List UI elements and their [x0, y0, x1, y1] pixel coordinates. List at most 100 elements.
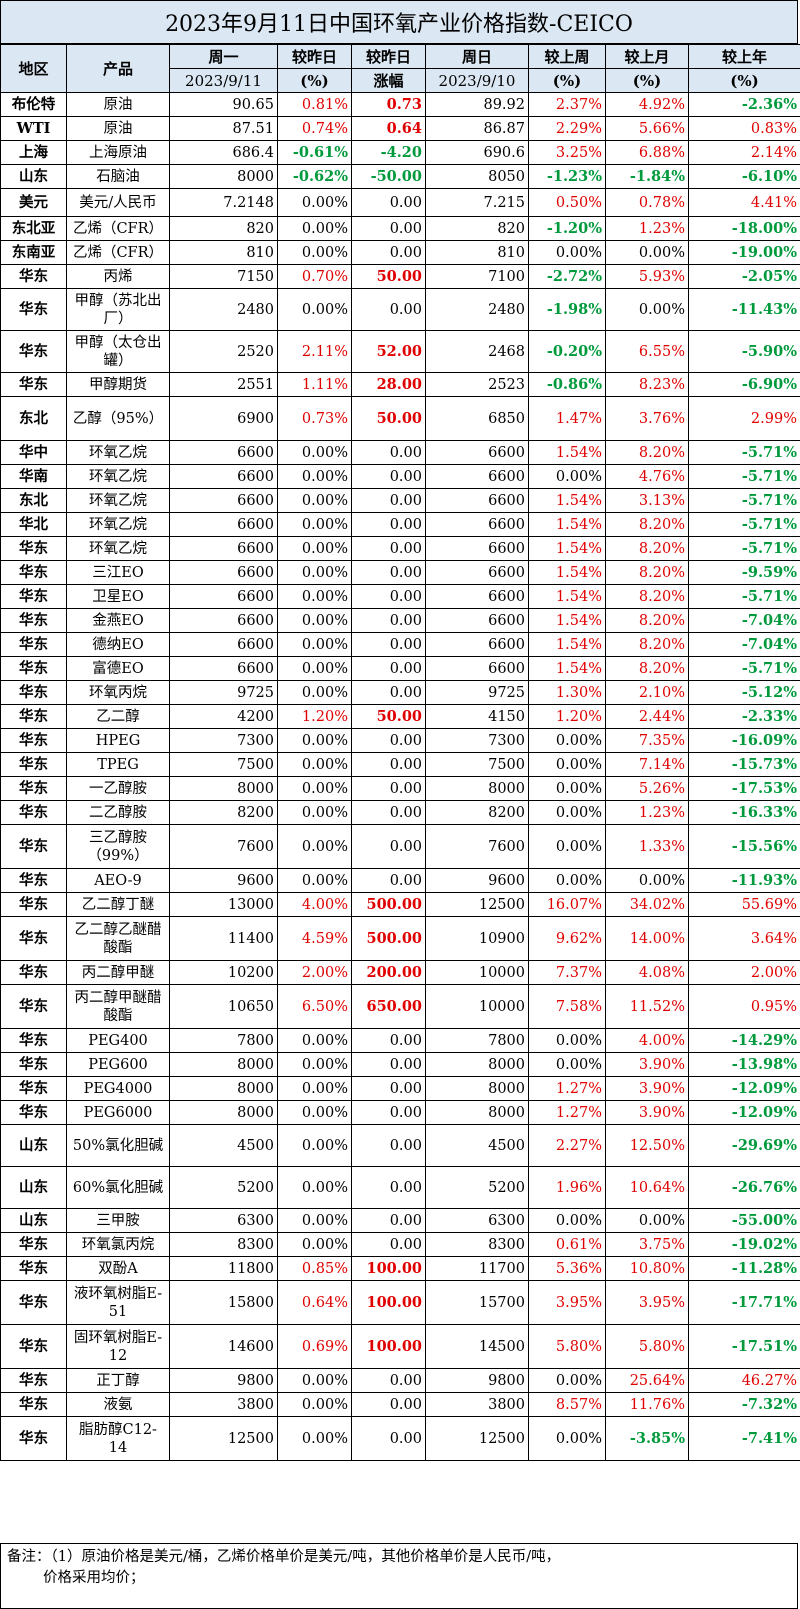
- row-change-amount: 0.00: [351, 1368, 426, 1393]
- row-month-change: 11.52%: [605, 984, 689, 1029]
- row-product: 原油: [66, 92, 170, 117]
- row-year-change: -18.00%: [688, 216, 800, 241]
- row-change-pct: 1.11%: [277, 372, 352, 397]
- header-today: 周一: [169, 44, 278, 69]
- row-change-amount: 0.00: [351, 1416, 426, 1461]
- row-prev-price: 6600: [425, 608, 529, 633]
- row-change-amount: 500.00: [351, 892, 426, 917]
- row-week-change: 5.36%: [528, 1256, 606, 1281]
- row-week-change: -1.23%: [528, 164, 606, 189]
- row-year-change: -5.12%: [688, 680, 800, 705]
- row-product: PEG400: [66, 1028, 170, 1053]
- row-change-pct: 0.00%: [277, 216, 352, 241]
- table-row: 东北 乙醇（95%） 6900 0.73% 50.00 6850 1.47% 3.76% 2.9…: [0, 396, 800, 441]
- row-week-change: 9.62%: [528, 916, 606, 961]
- row-prev-price: 15700: [425, 1280, 529, 1325]
- row-year-change: -16.33%: [688, 800, 800, 825]
- row-week-change: 1.54%: [528, 584, 606, 609]
- row-change-pct: 0.00%: [277, 1416, 352, 1461]
- row-week-change: 1.54%: [528, 512, 606, 537]
- table-row: 布伦特 原油 90.65 0.81% 0.73 89.92 2.37% 4.92% -2.36%: [0, 92, 800, 117]
- row-product: 环氧乙烷: [66, 512, 170, 537]
- row-today-price: 7600: [169, 824, 278, 869]
- table-row: 美元 美元/人民币 7.2148 0.00% 0.00 7.215 0.50% 0.78% 4.…: [0, 188, 800, 217]
- row-change-pct: 0.00%: [277, 1076, 352, 1101]
- row-year-change: -11.93%: [688, 868, 800, 893]
- row-region: 华东: [0, 960, 67, 985]
- row-prev-price: 6600: [425, 656, 529, 681]
- table-row: 华东 双酚A 11800 0.85% 100.00 11700 5.36% 10.80% -11…: [0, 1256, 800, 1281]
- row-prev-price: 8000: [425, 1076, 529, 1101]
- row-change-amount: 0.00: [351, 680, 426, 705]
- row-week-change: 0.00%: [528, 776, 606, 801]
- row-change-amount: 0.00: [351, 1392, 426, 1417]
- row-product: 固环氧树脂E-12: [66, 1324, 170, 1369]
- row-today-price: 6600: [169, 632, 278, 657]
- table-row: 华东 环氧丙烷 9725 0.00% 0.00 9725 1.30% 2.10% -5.12%: [0, 680, 800, 705]
- row-month-change: 2.10%: [605, 680, 689, 705]
- row-prev-price: 6850: [425, 396, 529, 441]
- row-change-pct: 0.00%: [277, 584, 352, 609]
- row-prev-price: 7500: [425, 752, 529, 777]
- row-week-change: 3.25%: [528, 140, 606, 165]
- row-change-amount: 650.00: [351, 984, 426, 1029]
- row-month-change: 3.75%: [605, 1232, 689, 1257]
- row-week-change: -2.72%: [528, 264, 606, 289]
- table-row: 华东 德纳EO 6600 0.00% 0.00 6600 1.54% 8.20% -7.04%: [0, 632, 800, 657]
- table-row: 山东 三甲胺 6300 0.00% 0.00 6300 0.00% 0.00% -55.00%: [0, 1208, 800, 1233]
- row-prev-price: 690.6: [425, 140, 529, 165]
- row-year-change: -7.04%: [688, 632, 800, 657]
- row-prev-price: 7600: [425, 824, 529, 869]
- note-line-2: 价格采用均价；: [43, 1570, 145, 1586]
- row-change-amount: 0.00: [351, 584, 426, 609]
- row-prev-price: 8000: [425, 1100, 529, 1125]
- table-row: 华东 甲醇（太仓出罐） 2520 2.11% 52.00 2468 -0.20% 6.55% -…: [0, 330, 800, 373]
- row-change-pct: 0.00%: [277, 536, 352, 561]
- row-prev-price: 6600: [425, 512, 529, 537]
- row-product: 三甲胺: [66, 1208, 170, 1233]
- row-change-pct: 0.64%: [277, 1280, 352, 1325]
- row-change-amount: 0.00: [351, 188, 426, 217]
- table-row: 华北 环氧乙烷 6600 0.00% 0.00 6600 1.54% 8.20% -5.71%: [0, 512, 800, 537]
- row-prev-price: 4150: [425, 704, 529, 729]
- row-region: 华东: [0, 1392, 67, 1417]
- row-region: 布伦特: [0, 92, 67, 117]
- row-year-change: 3.64%: [688, 916, 800, 961]
- row-today-price: 7.2148: [169, 188, 278, 217]
- row-product: 乙二醇乙醚醋酸酯: [66, 916, 170, 961]
- row-change-amount: 100.00: [351, 1280, 426, 1325]
- row-change-amount: 0.00: [351, 728, 426, 753]
- row-prev-price: 5200: [425, 1166, 529, 1209]
- row-change-amount: 0.00: [351, 1100, 426, 1125]
- row-week-change: 1.20%: [528, 704, 606, 729]
- row-week-change: 2.29%: [528, 116, 606, 141]
- header-chg-pct-unit: (%): [277, 68, 352, 93]
- table-row: 华南 环氧乙烷 6600 0.00% 0.00 6600 0.00% 4.76% -5.71%: [0, 464, 800, 489]
- row-week-change: 1.47%: [528, 396, 606, 441]
- row-product: 三乙醇胺（99%）: [66, 824, 170, 869]
- header-today-date: 2023/9/11: [169, 68, 278, 93]
- row-month-change: -1.84%: [605, 164, 689, 189]
- row-change-amount: -4.20: [351, 140, 426, 165]
- row-region: 华中: [0, 440, 67, 465]
- header-week: 较上周: [528, 44, 606, 69]
- row-today-price: 13000: [169, 892, 278, 917]
- row-week-change: 0.00%: [528, 1052, 606, 1077]
- row-today-price: 11800: [169, 1256, 278, 1281]
- row-week-change: 3.95%: [528, 1280, 606, 1325]
- row-region: 华东: [0, 1052, 67, 1077]
- row-month-change: 6.88%: [605, 140, 689, 165]
- row-change-pct: 0.00%: [277, 776, 352, 801]
- row-change-amount: 0.00: [351, 1076, 426, 1101]
- table-row: 华东 HPEG 7300 0.00% 0.00 7300 0.00% 7.35% -16.09%: [0, 728, 800, 753]
- row-product: 乙醇（95%）: [66, 396, 170, 441]
- row-week-change: 2.27%: [528, 1124, 606, 1167]
- row-month-change: 14.00%: [605, 916, 689, 961]
- row-region: 华东: [0, 1324, 67, 1369]
- row-year-change: 2.99%: [688, 396, 800, 441]
- row-year-change: -19.02%: [688, 1232, 800, 1257]
- row-region: 华东: [0, 584, 67, 609]
- row-week-change: 0.00%: [528, 240, 606, 265]
- row-region: 华东: [0, 916, 67, 961]
- row-month-change: 3.13%: [605, 488, 689, 513]
